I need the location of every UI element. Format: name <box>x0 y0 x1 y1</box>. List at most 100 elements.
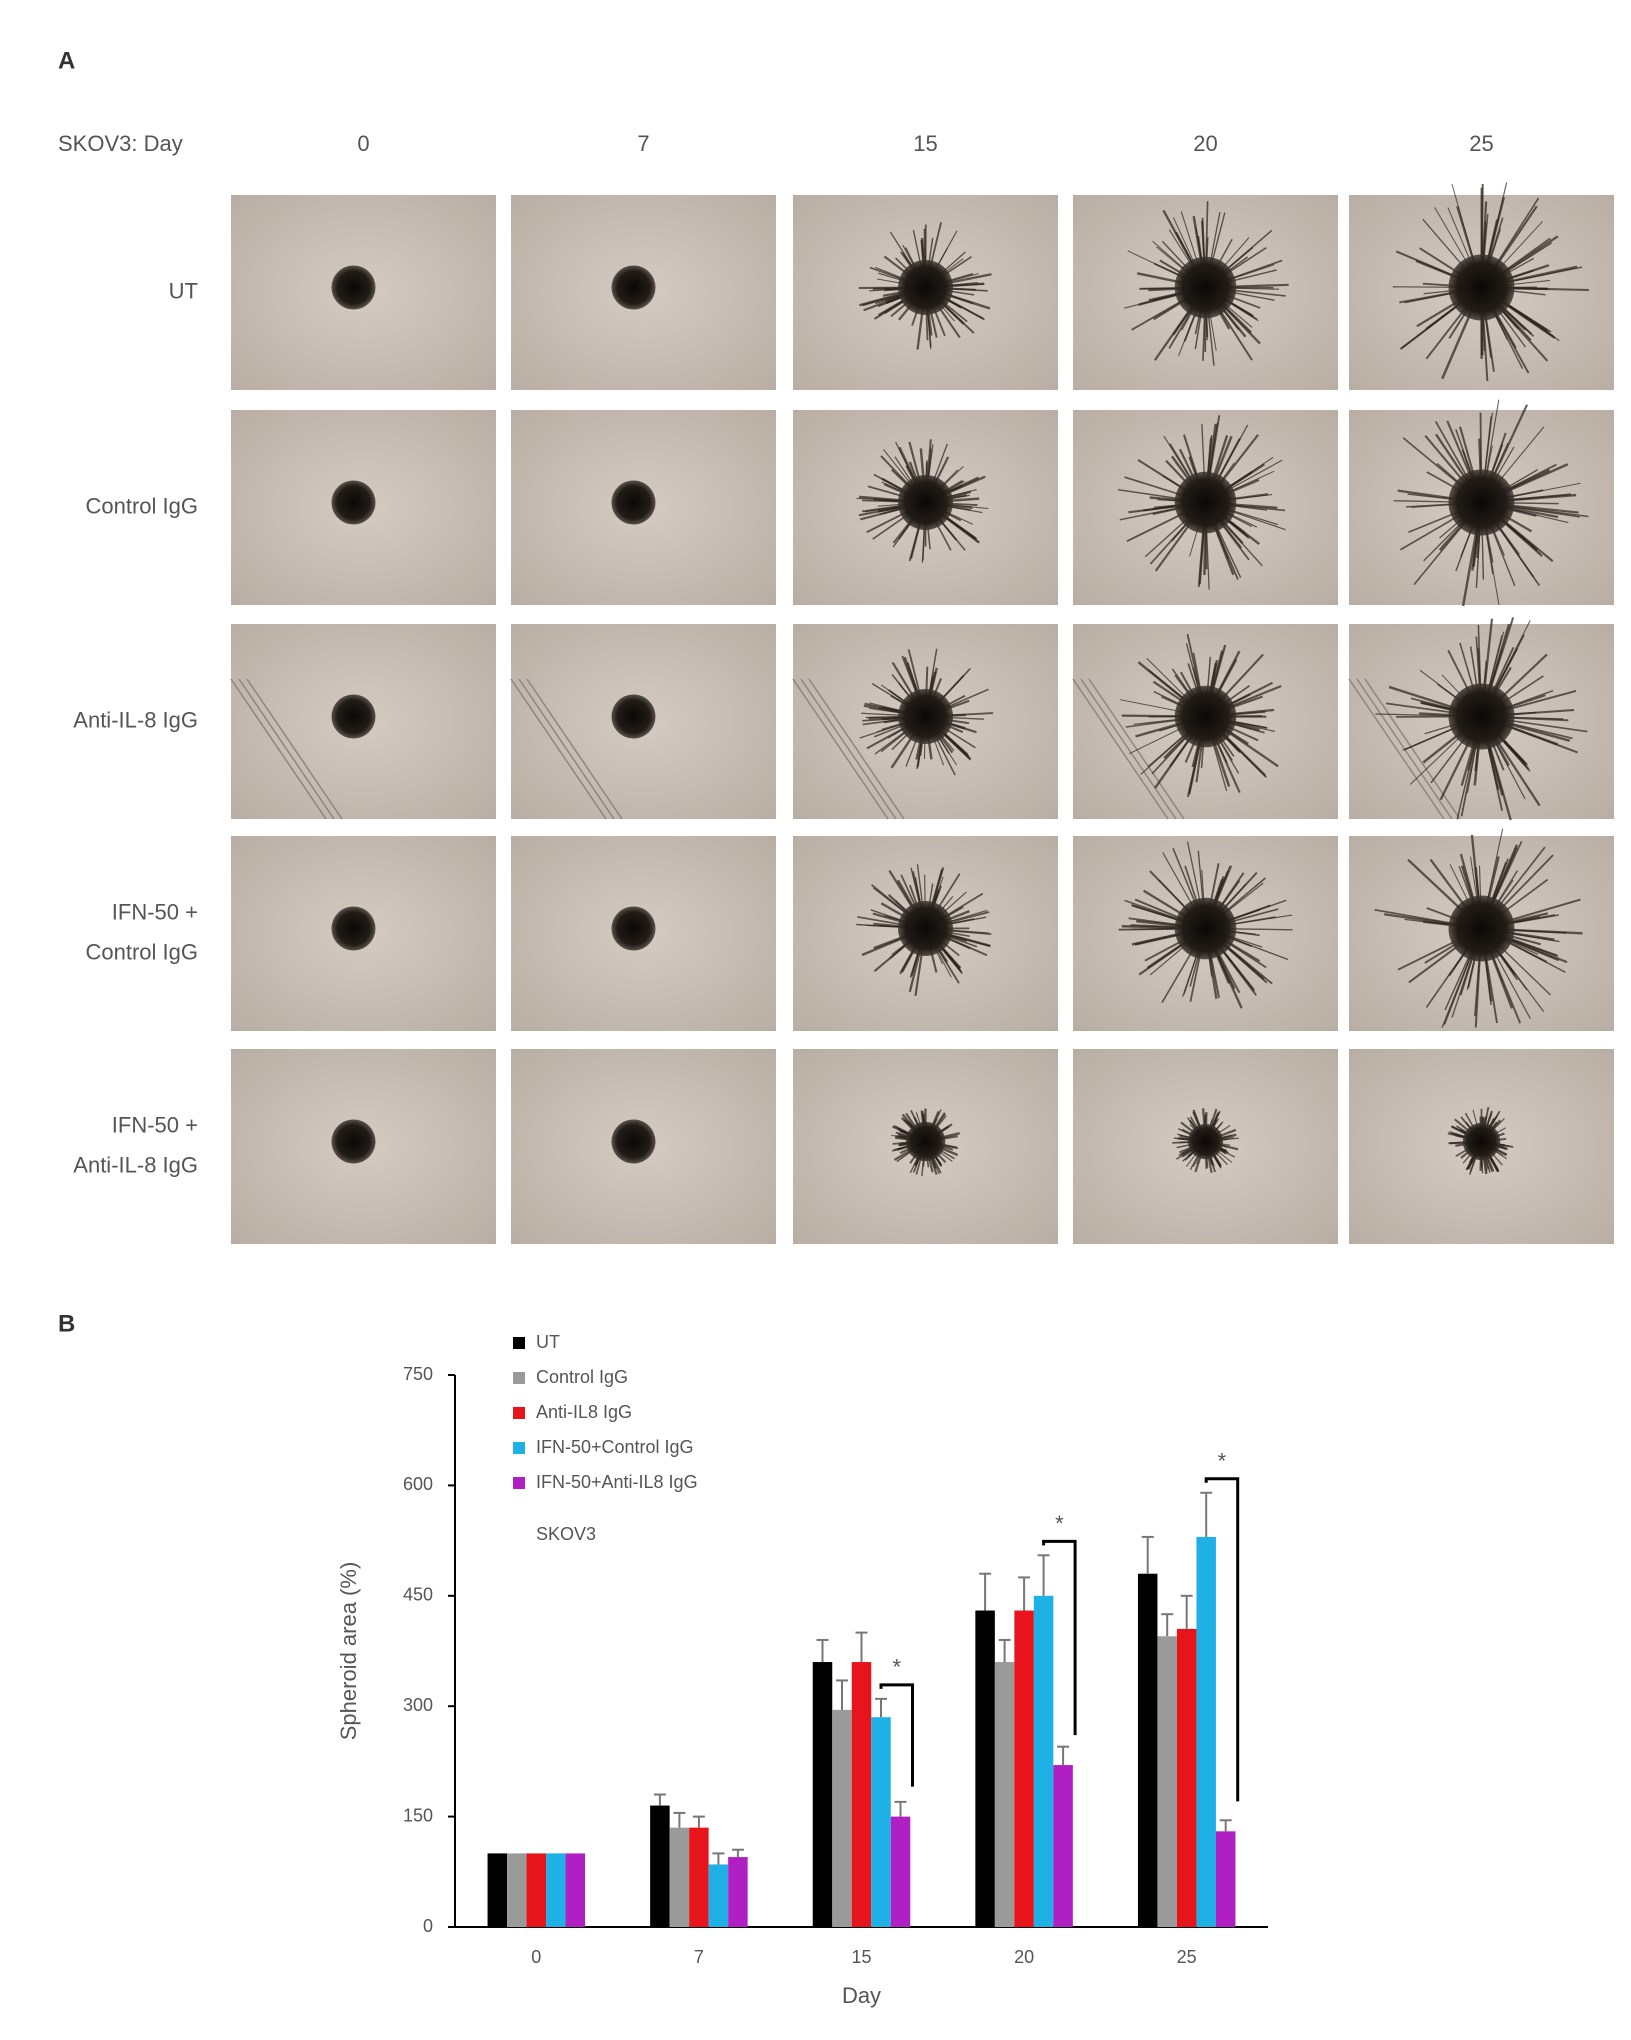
significance-bracket <box>1204 1477 1240 1802</box>
row-label: Control IgG <box>86 493 199 518</box>
bar <box>1014 1610 1034 1927</box>
spheroid <box>1174 897 1237 960</box>
x-tick-label: 7 <box>694 1947 704 1967</box>
legend-swatch <box>513 1477 525 1489</box>
error-bar <box>816 1638 829 1663</box>
micrograph <box>231 410 496 605</box>
spheroid <box>611 906 656 951</box>
micrograph <box>511 195 776 390</box>
spheroid <box>1462 1122 1501 1161</box>
micrograph <box>1348 617 1614 821</box>
micrograph <box>1349 1049 1614 1244</box>
error-bar <box>1200 1491 1213 1537</box>
row-label: IFN-50 + <box>112 899 198 924</box>
scratch <box>246 678 343 820</box>
bar <box>546 1853 566 1927</box>
significance-label: * <box>892 1655 901 1680</box>
spheroid <box>331 265 376 310</box>
bar <box>1137 1573 1158 1927</box>
legend-swatch <box>513 1372 525 1384</box>
annotation: SKOV3 <box>536 1524 596 1544</box>
spheroid <box>898 689 953 744</box>
micrograph <box>1349 399 1614 607</box>
day-label: 15 <box>913 131 937 156</box>
micrograph <box>1349 182 1614 390</box>
error-bar <box>692 1815 705 1828</box>
scratch <box>518 678 615 820</box>
bar <box>1033 1595 1054 1927</box>
legend-label: UT <box>536 1332 560 1352</box>
scratch <box>1080 678 1177 820</box>
scratch <box>1088 678 1185 820</box>
error-bar <box>875 1697 887 1718</box>
micrograph <box>1073 195 1338 390</box>
image-grid: 0 7 15 20 25 UT Control IgG Anti-IL-8 IgG IFN-50… <box>73 131 1614 1244</box>
day-label: 0 <box>357 131 369 156</box>
bar <box>728 1857 748 1927</box>
micrograph <box>1073 1049 1338 1244</box>
spheroid <box>1174 471 1237 534</box>
legend-swatch <box>513 1442 525 1454</box>
significance-bracket <box>879 1683 914 1787</box>
spheroid <box>1448 683 1515 750</box>
header: SKOV3: Day <box>58 131 183 156</box>
error-bar <box>731 1848 744 1858</box>
spheroid <box>331 1119 376 1164</box>
micrograph <box>511 1049 776 1244</box>
bar <box>1157 1636 1177 1927</box>
scratch <box>1072 678 1169 820</box>
scratch <box>808 678 905 820</box>
bar <box>1196 1536 1216 1927</box>
spheroid <box>898 475 953 530</box>
y-tick-label: 300 <box>403 1695 433 1715</box>
micrograph <box>792 624 1058 820</box>
bar <box>650 1805 670 1927</box>
spheroid <box>331 480 376 525</box>
y-tick-label: 750 <box>403 1364 433 1384</box>
y-tick-label: 450 <box>403 1585 433 1605</box>
scratch <box>792 678 889 820</box>
micrograph <box>231 1049 496 1244</box>
panel-label: B <box>58 1310 75 1337</box>
micrograph <box>793 195 1058 390</box>
micrograph <box>231 195 496 390</box>
bar <box>890 1816 911 1927</box>
micrograph <box>510 624 776 820</box>
bar <box>832 1709 852 1927</box>
x-tick-label: 20 <box>1014 1947 1034 1967</box>
significance-label: * <box>1218 1449 1227 1474</box>
error-bar <box>1161 1613 1174 1637</box>
bar <box>871 1717 891 1927</box>
micrograph <box>793 410 1058 605</box>
spheroid <box>331 906 376 951</box>
bar <box>487 1853 508 1927</box>
error-bar <box>1180 1594 1193 1629</box>
spheroid <box>1187 1123 1224 1160</box>
micrograph <box>230 624 496 820</box>
row-label: Anti-IL-8 IgG <box>73 707 198 732</box>
bar <box>507 1853 527 1927</box>
bar <box>1053 1765 1073 1927</box>
error-bar <box>836 1679 848 1710</box>
spheroid <box>331 694 376 739</box>
bar <box>526 1853 547 1927</box>
y-tick-label: 150 <box>403 1805 433 1825</box>
row-label: IFN-50 + <box>112 1112 198 1137</box>
scratch <box>510 678 607 820</box>
row-label: Control IgG <box>86 939 199 964</box>
micrograph <box>793 1049 1058 1244</box>
bar <box>1176 1628 1197 1927</box>
spheroid <box>898 901 953 956</box>
bar <box>708 1864 729 1927</box>
x-tick-label: 0 <box>531 1947 541 1967</box>
scratch <box>1348 678 1445 820</box>
y-axis-label: Spheroid area (%) <box>336 1562 361 1741</box>
spheroid <box>611 694 656 739</box>
bar <box>975 1610 995 1927</box>
micrograph <box>511 836 776 1031</box>
micrograph <box>231 836 496 1031</box>
error-bar <box>1141 1535 1154 1574</box>
micrograph <box>1072 624 1338 820</box>
error-bar <box>653 1793 666 1806</box>
